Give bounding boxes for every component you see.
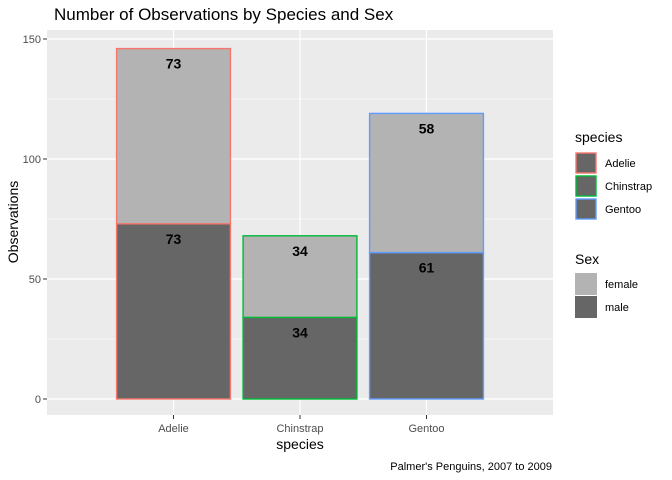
y-axis-label: Observations (5, 181, 21, 263)
x-axis-label: species (276, 436, 323, 452)
legend-label-gentoo: Gentoo (605, 204, 641, 216)
data-label: 58 (419, 120, 435, 136)
legend-key-adelie (575, 152, 597, 174)
legend-label-chinstrap: Chinstrap (605, 181, 652, 193)
chart-caption: Palmer's Penguins, 2007 to 2009 (390, 461, 552, 473)
legend-key-gentoo (575, 198, 597, 220)
data-label: 73 (166, 56, 182, 72)
axis-ticks: 0 50 100 150 Adelie Chinstrap Gentoo (23, 34, 445, 435)
legend-label-adelie: Adelie (605, 158, 636, 170)
chart-title: Number of Observations by Species and Se… (54, 5, 394, 24)
bar-female-gentoo (368, 112, 485, 254)
data-label: 34 (292, 324, 308, 340)
bars: 73 73 34 34 61 58 (115, 47, 485, 400)
legend-title-sex: Sex (575, 251, 599, 267)
legend-label-female: female (605, 279, 638, 291)
y-tick-label: 100 (23, 154, 41, 166)
y-tick-label: 50 (29, 274, 41, 286)
legend-key-chinstrap (575, 175, 597, 197)
legend-key-female (575, 273, 597, 295)
x-tick-label: Chinstrap (276, 423, 323, 435)
legend-title-species: species (575, 129, 622, 145)
legend: species Adelie Chinstrap Gentoo Sex female mal… (575, 129, 652, 318)
legend-key-male (575, 296, 597, 318)
y-tick-label: 0 (35, 394, 41, 406)
data-label: 34 (292, 243, 308, 259)
data-label: 73 (166, 231, 182, 247)
bar-female-chinstrap (242, 235, 358, 319)
bar-female-adelie (115, 47, 232, 225)
bar-male-gentoo (368, 251, 485, 400)
data-label: 61 (419, 260, 435, 276)
x-tick-label: Adelie (158, 423, 189, 435)
x-tick-label: Gentoo (408, 423, 444, 435)
y-tick-label: 150 (23, 34, 41, 46)
legend-label-male: male (605, 302, 629, 314)
bar-male-adelie (115, 223, 232, 400)
